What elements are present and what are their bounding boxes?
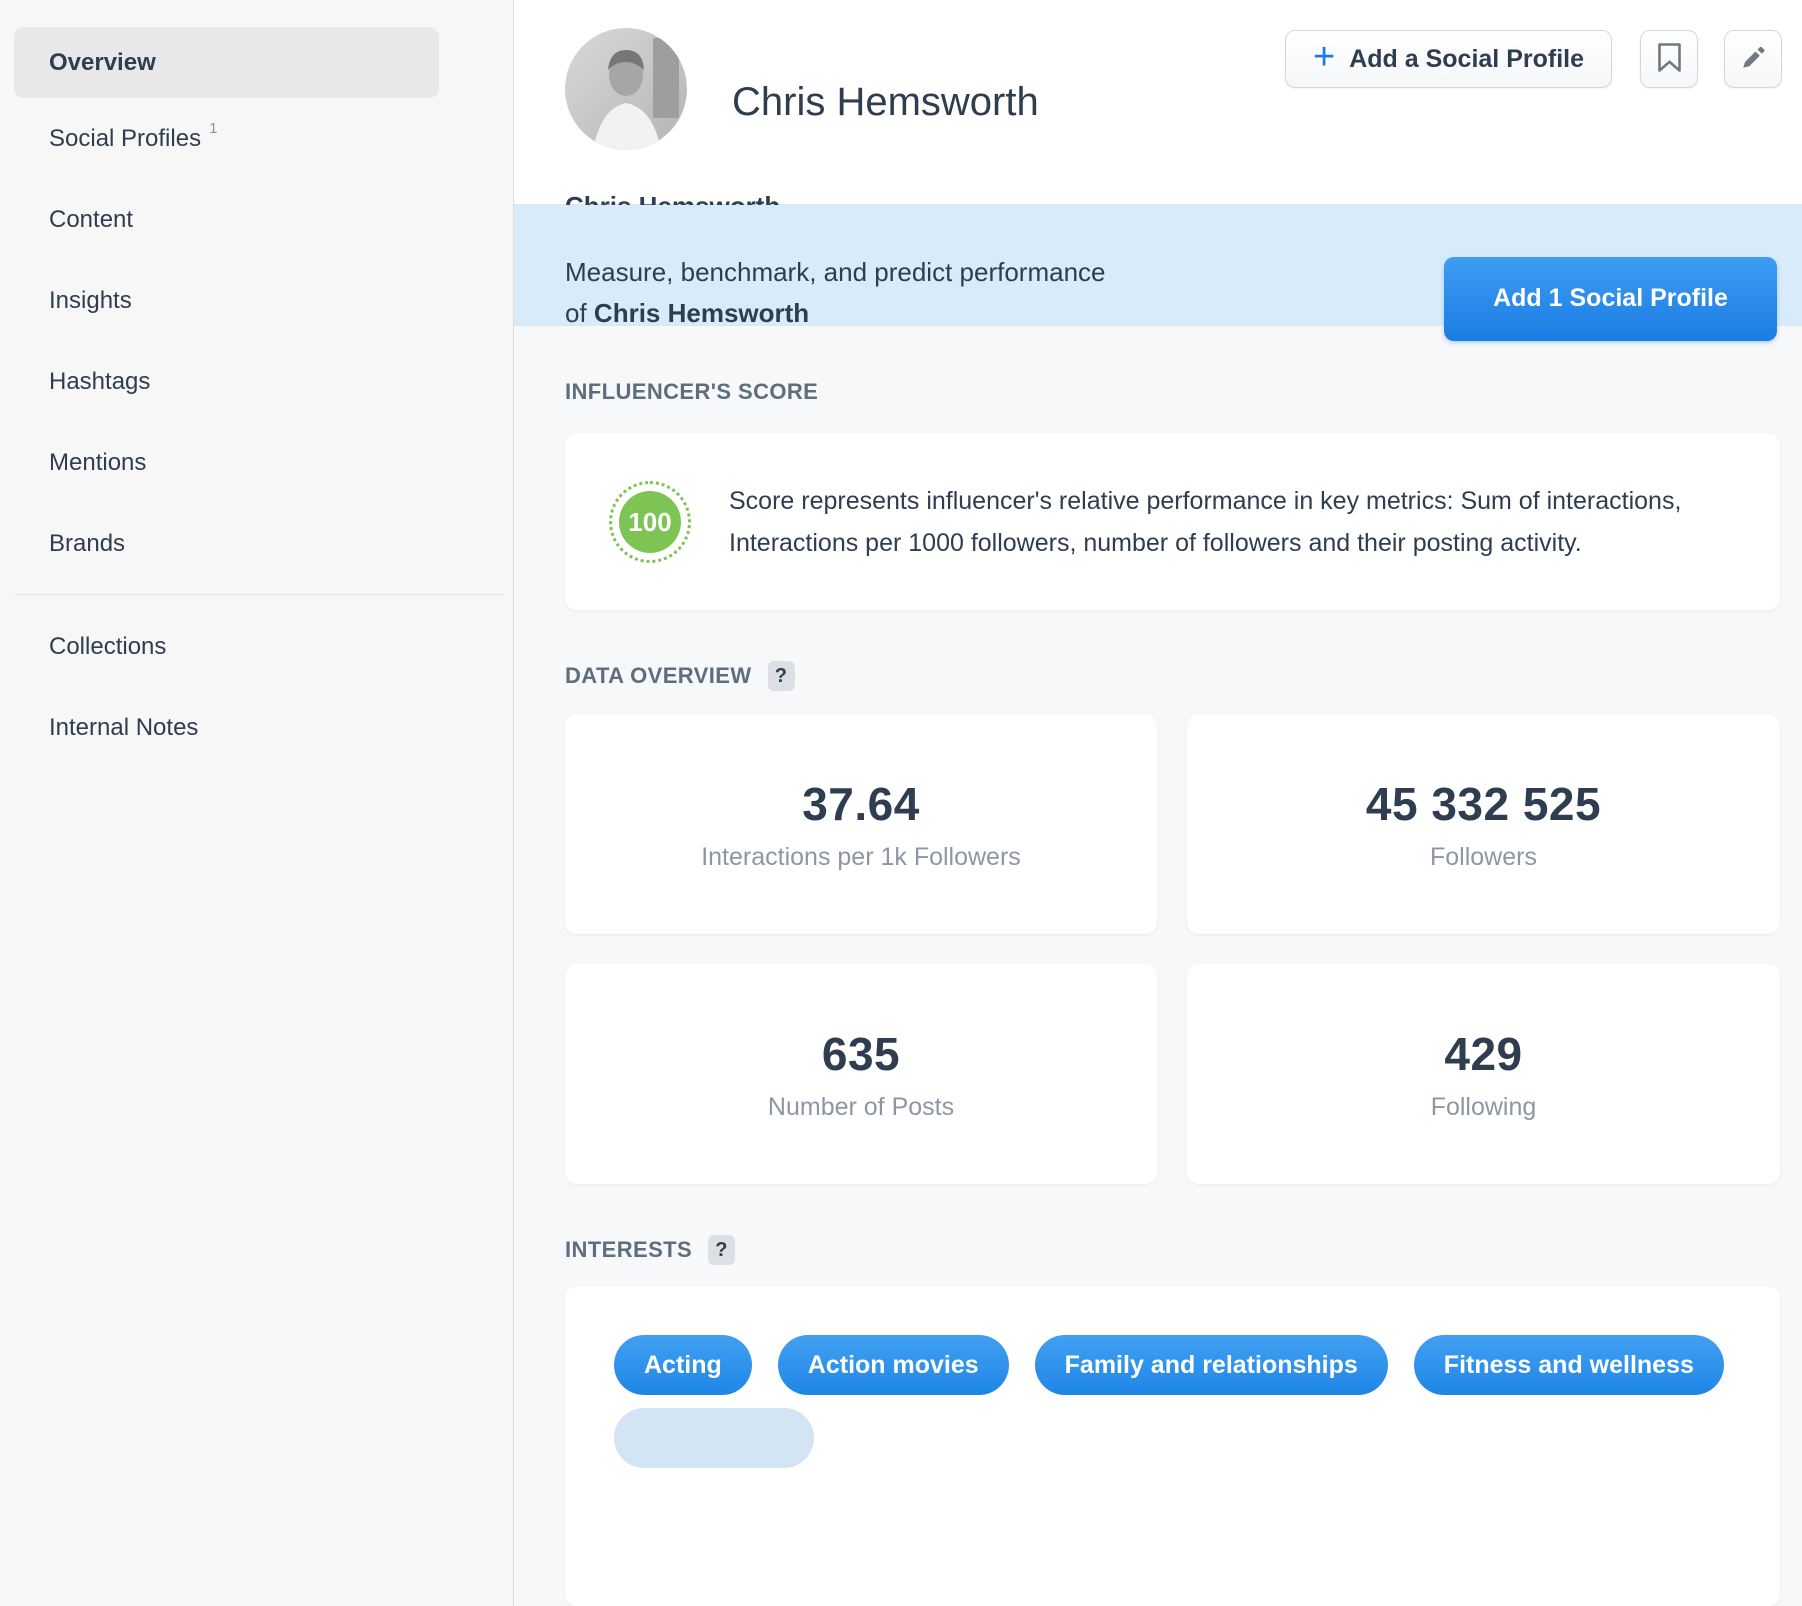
content-area: INFLUENCER'S SCORE 100 Score represents … <box>514 326 1802 1606</box>
sidebar-item-label: Content <box>49 205 134 233</box>
data-overview-help-icon[interactable]: ? <box>767 661 795 691</box>
stat-label: Number of Posts <box>767 1093 955 1121</box>
sidebar-item-mentions[interactable]: Mentions <box>0 422 513 503</box>
score-value: 100 <box>619 490 681 553</box>
stat-label: Following <box>1430 1093 1537 1121</box>
interest-tag[interactable]: Action movies <box>777 1335 1009 1395</box>
sidebar-item-label: Brands <box>49 529 126 557</box>
data-overview-grid: 37.64 Interactions per 1k Followers 45 3… <box>565 714 1780 1184</box>
sidebar-item-label: Social Profiles <box>49 124 202 152</box>
sidebar-item-hashtags[interactable]: Hashtags <box>0 341 513 422</box>
add-social-profile-button[interactable]: + Add a Social Profile <box>1285 30 1612 88</box>
stat-label: Interactions per 1k Followers <box>701 843 1021 871</box>
score-description-line1: Score represents influencer's relative p… <box>729 486 1682 515</box>
bookmark-button[interactable] <box>1640 30 1698 88</box>
score-description-line2: Interactions per 1000 followers, number … <box>729 528 1582 557</box>
sidebar-item-label: Collections <box>49 632 167 660</box>
edit-button[interactable] <box>1724 30 1782 88</box>
sidebar-item-label: Insights <box>49 286 132 314</box>
sidebar-item-content[interactable]: Content <box>0 179 513 260</box>
stat-value: 45 332 525 <box>1365 778 1602 830</box>
sidebar-item-label: Mentions <box>49 448 147 476</box>
score-badge: 100 <box>609 480 691 563</box>
avatar-photo-placeholder <box>565 28 687 150</box>
data-overview-heading: DATA OVERVIEW <box>565 663 752 688</box>
sidebar-divider <box>14 594 503 595</box>
promo-banner: Measure, benchmark, and predict performa… <box>514 204 1802 341</box>
profile-header: Chris Hemsworth + Add a Social Profile <box>514 0 1802 266</box>
sidebar-item-brands[interactable]: Brands <box>0 503 513 584</box>
score-description: Score represents influencer's relative p… <box>729 480 1681 564</box>
interest-tag-partial[interactable] <box>614 1408 814 1468</box>
sidebar-item-label: Overview <box>49 48 156 76</box>
sidebar-item-overview[interactable]: Overview <box>14 27 439 98</box>
stat-card-posts: 635 Number of Posts <box>565 964 1157 1184</box>
interest-tags-row: Acting Action movies Family and relation… <box>614 1335 1780 1395</box>
influencer-score-heading: INFLUENCER'S SCORE <box>565 379 819 404</box>
stat-value: 429 <box>1444 1028 1523 1080</box>
bookmark-icon <box>1656 42 1683 76</box>
sidebar: Overview Social Profiles 1 Content Insig… <box>0 0 514 1606</box>
interests-help-icon[interactable]: ? <box>708 1235 736 1265</box>
banner-text-line2: of Chris Hemsworth <box>565 297 810 328</box>
stat-card-followers: 45 332 525 Followers <box>1187 714 1780 934</box>
interests-heading: INTERESTS <box>565 1237 693 1262</box>
banner-text: Measure, benchmark, and predict performa… <box>565 252 1106 334</box>
social-profiles-count-badge: 1 <box>209 120 218 137</box>
sidebar-item-insights[interactable]: Insights <box>0 260 513 341</box>
sidebar-item-internal-notes[interactable]: Internal Notes <box>0 687 513 768</box>
stat-value: 635 <box>821 1028 901 1080</box>
interest-tag[interactable]: Acting <box>614 1335 752 1395</box>
plus-icon: + <box>1313 35 1336 78</box>
interest-tag[interactable]: Family and relationships <box>1034 1335 1388 1395</box>
sidebar-item-social-profiles[interactable]: Social Profiles 1 <box>0 98 513 179</box>
stat-label: Followers <box>1430 843 1537 871</box>
interests-card: Acting Action movies Family and relation… <box>565 1286 1780 1606</box>
stat-card-following: 429 Following <box>1187 964 1780 1184</box>
avatar <box>565 28 687 150</box>
sidebar-item-label: Hashtags <box>49 367 151 395</box>
interest-tag[interactable]: Fitness and wellness <box>1413 1335 1724 1395</box>
sidebar-item-label: Internal Notes <box>49 713 199 741</box>
influencer-score-section-label: INFLUENCER'S SCORE <box>565 377 1780 407</box>
interests-section-label: INTERESTS ? <box>565 1235 1780 1265</box>
add-social-profile-label: Add a Social Profile <box>1349 44 1584 73</box>
data-overview-section-label: DATA OVERVIEW ? <box>565 661 1780 691</box>
pencil-icon <box>1738 43 1768 76</box>
stat-value: 37.64 <box>802 778 920 830</box>
banner-text-line1: Measure, benchmark, and predict performa… <box>565 256 1106 287</box>
influencer-score-card: 100 Score represents influencer's relati… <box>565 433 1780 610</box>
page-title: Chris Hemsworth <box>732 80 1039 124</box>
add-1-social-profile-button[interactable]: Add 1 Social Profile <box>1444 256 1777 341</box>
stat-card-interactions: 37.64 Interactions per 1k Followers <box>565 714 1157 934</box>
main-content: Chris Hemsworth + Add a Social Profile <box>514 0 1802 1606</box>
sidebar-nav: Overview Social Profiles 1 Content Insig… <box>0 27 513 768</box>
sidebar-item-collections[interactable]: Collections <box>0 606 513 687</box>
